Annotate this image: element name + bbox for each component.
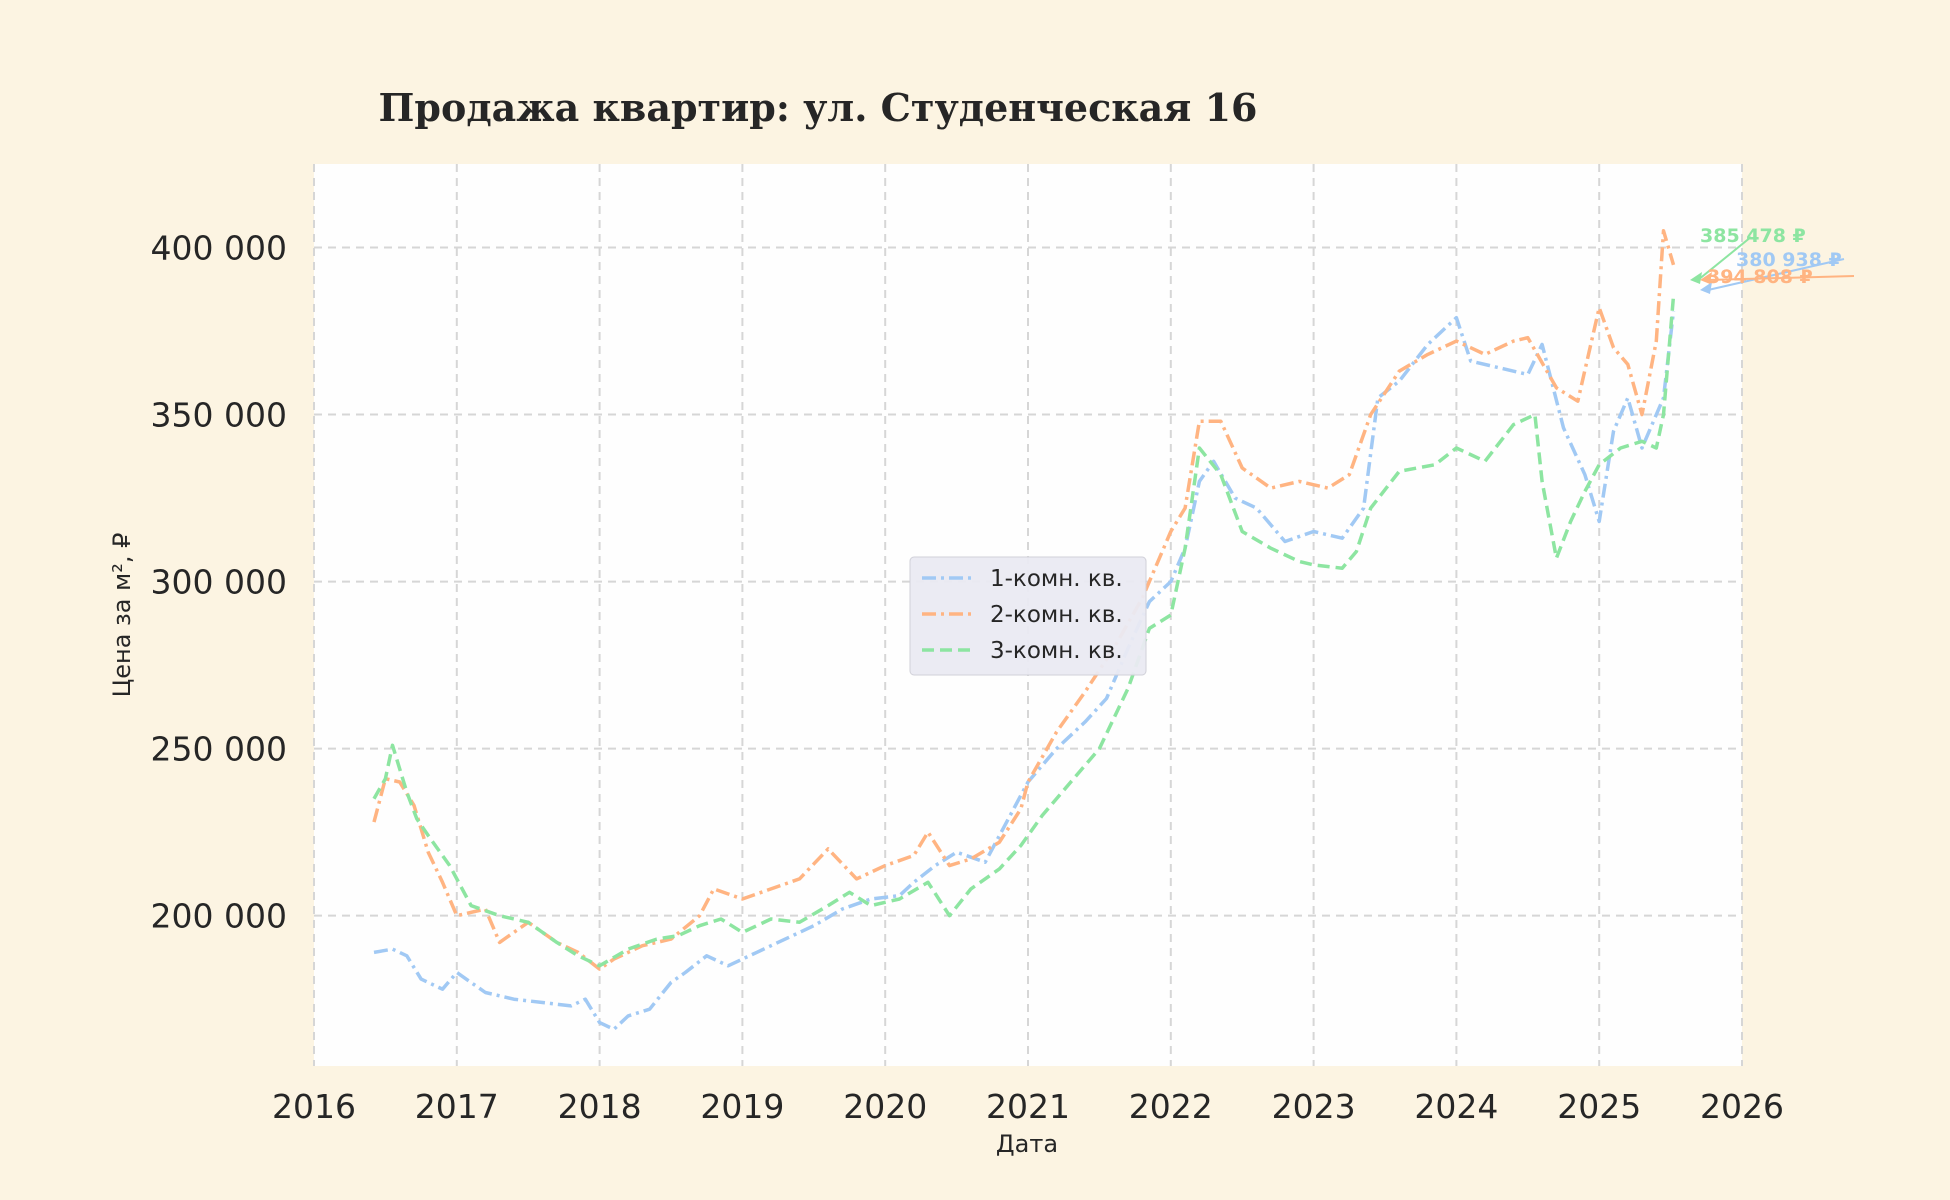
x-tick-label: 2025 [1557, 1087, 1641, 1126]
end-label-arrowhead [1690, 272, 1702, 284]
legend: 1-комн. кв. 2-комн. кв. 3-комн. кв. [909, 556, 1147, 676]
series-line [372, 295, 1676, 968]
x-tick-label: 2016 [272, 1087, 356, 1126]
y-tick-label: 200 000 [151, 897, 287, 936]
y-axis-label: Цена за м², ₽ [108, 533, 136, 698]
y-tick-label: 250 000 [151, 730, 287, 769]
end-value-label: 380 938 ₽ [1736, 249, 1842, 271]
x-tick-label: 2020 [843, 1087, 927, 1126]
legend-box [909, 556, 1147, 676]
legend-label: 3-комн. кв. [990, 638, 1123, 664]
x-tick-label: 2022 [1129, 1087, 1213, 1126]
x-tick-label: 2026 [1700, 1087, 1784, 1126]
end-label-arrowhead [1700, 272, 1712, 284]
y-tick-label: 400 000 [151, 229, 287, 268]
y-tick-label: 350 000 [151, 396, 287, 435]
end-value-label: 394 808 ₽ [1707, 266, 1813, 288]
x-tick-label: 2023 [1272, 1087, 1356, 1126]
end-label-arrow [1707, 258, 1845, 291]
end-label-arrow [1697, 236, 1752, 281]
series-line [373, 310, 1676, 1032]
x-tick-label: 2017 [415, 1087, 499, 1126]
chart-title: Продажа квартир: ул. Студенческая 16 [379, 85, 1258, 130]
x-tick-label: 2021 [986, 1087, 1070, 1126]
end-labels: 380 938 ₽394 808 ₽ 385 478 ₽ [1690, 225, 1855, 294]
x-tick-label: 2019 [700, 1087, 784, 1126]
series-lines [372, 229, 1676, 1032]
legend-label: 1-комн. кв. [990, 566, 1123, 592]
end-label-arrowhead [1700, 282, 1712, 294]
x-tick-label: 2024 [1414, 1087, 1498, 1126]
end-label-arrow [1707, 275, 1855, 281]
legend-label: 2-комн. кв. [990, 602, 1123, 628]
x-axis-ticks: 2016 2017 2018 2019 2020 2021 2022 2023 2024 2025… [272, 1087, 1784, 1126]
x-tick-label: 2018 [558, 1087, 642, 1126]
x-axis-label: Дата [996, 1130, 1058, 1158]
y-tick-label: 300 000 [151, 563, 287, 602]
y-axis-ticks: 200 000 250 000 300 000 350 000 400 000 [151, 229, 287, 936]
end-value-label: 385 478 ₽ [1700, 225, 1806, 247]
